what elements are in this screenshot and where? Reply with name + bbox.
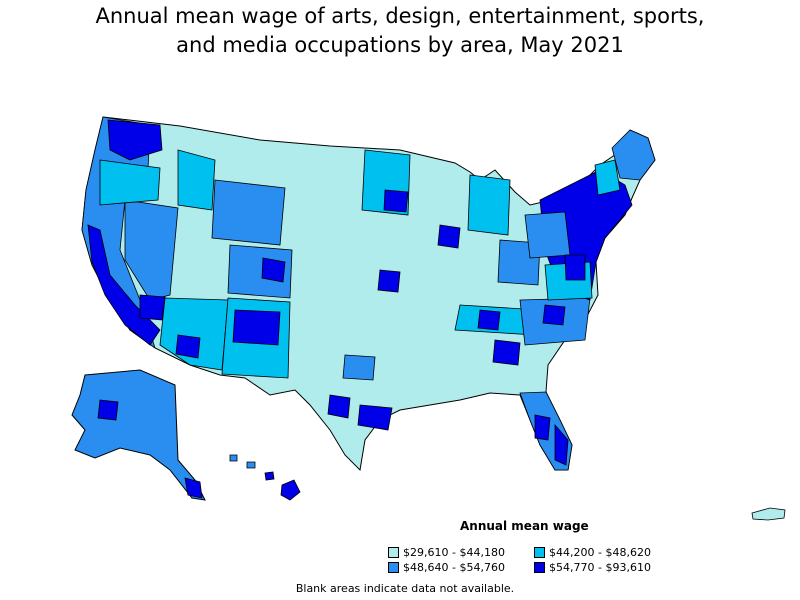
legend-title: Annual mean wage xyxy=(460,519,589,533)
map-title: Annual mean wage of arts, design, entert… xyxy=(0,2,800,60)
legend-swatch-4 xyxy=(534,562,545,573)
title-line-2: and media occupations by area, May 2021 xyxy=(176,33,624,57)
texas-dfw xyxy=(342,354,376,381)
alaska-anchorage xyxy=(97,399,119,421)
arizona-region xyxy=(159,297,229,371)
legend-label-2: $44,200 - $48,620 xyxy=(549,546,651,559)
phoenix-area xyxy=(175,334,201,359)
legend-label-3: $48,640 - $54,760 xyxy=(403,561,505,574)
denver-area xyxy=(261,257,286,283)
raleigh-area xyxy=(542,304,566,326)
tampa-area xyxy=(534,414,551,441)
texas-austin xyxy=(327,394,351,419)
legend-swatch-2 xyxy=(534,547,545,558)
legend-item-1: $29,610 - $44,180 xyxy=(388,546,505,559)
santa-fe-area xyxy=(232,309,281,346)
legend-swatch-1 xyxy=(388,547,399,558)
oregon-region xyxy=(99,159,161,206)
pennsylvania-region xyxy=(524,211,571,259)
seattle-area xyxy=(107,119,163,161)
title-line-1: Annual mean wage of arts, design, entert… xyxy=(95,4,705,28)
las-vegas-area xyxy=(139,294,166,321)
south-florida-area xyxy=(554,423,569,466)
legend-label-4: $54,770 - $93,610 xyxy=(549,561,651,574)
wyoming-region xyxy=(211,179,286,246)
minneapolis-area xyxy=(383,189,409,213)
hawaii-oahu xyxy=(246,461,256,469)
texas-houston xyxy=(357,404,393,431)
legend-item-4: $54,770 - $93,610 xyxy=(534,561,651,574)
dc-area xyxy=(564,254,586,281)
legend-item-2: $44,200 - $48,620 xyxy=(534,546,651,559)
vermont-nh-region xyxy=(594,159,621,196)
puerto-rico xyxy=(751,507,786,521)
hawaii-maui xyxy=(264,471,275,481)
kansas-city-area xyxy=(377,269,401,293)
legend-label-1: $29,610 - $44,180 xyxy=(403,546,505,559)
michigan-region xyxy=(467,174,511,236)
legend-item-3: $48,640 - $54,760 xyxy=(388,561,505,574)
footnote: Blank areas indicate data not available. xyxy=(295,582,515,595)
hawaii-main xyxy=(280,479,301,501)
alaska-juneau xyxy=(184,477,203,499)
maine-region xyxy=(611,129,656,181)
nashville-area xyxy=(477,309,501,331)
colorado-region xyxy=(227,244,293,299)
idaho-region xyxy=(177,149,216,211)
legend-swatch-3 xyxy=(388,562,399,573)
hawaii-kauai xyxy=(229,454,238,462)
atlanta-area xyxy=(492,339,521,366)
chicago-area xyxy=(437,224,461,249)
